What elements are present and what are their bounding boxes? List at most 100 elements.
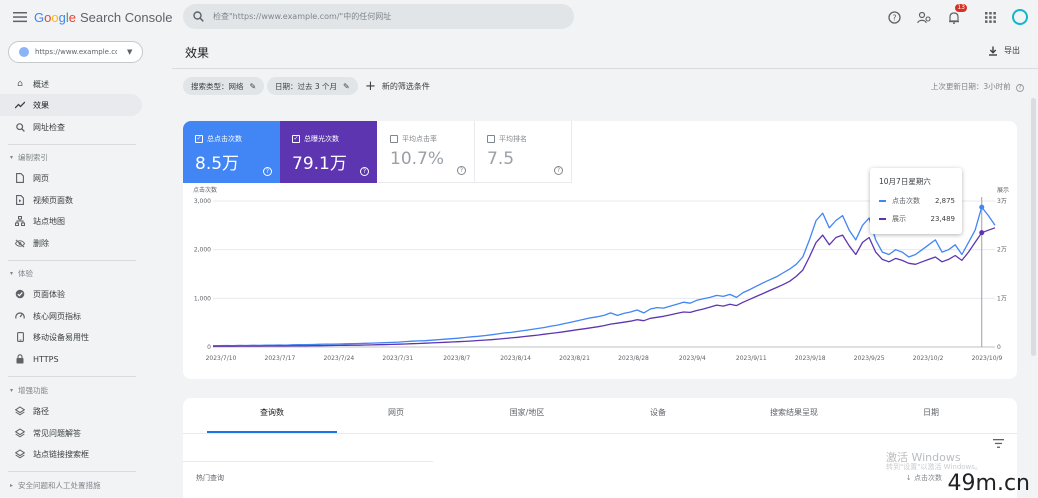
column-header-clicks[interactable]: ↓ 点击次数 xyxy=(906,473,942,483)
sidebar-item-sitelinks-searchbox[interactable]: 站点链接搜索框 xyxy=(0,443,142,465)
x-tick-label: 2023/10/9 xyxy=(972,355,1003,362)
scrollbar-thumb[interactable] xyxy=(1031,98,1036,356)
metric-average-ctr[interactable]: 平均点击率 10.7% ? xyxy=(378,121,475,183)
last-updated-text: 上次更新日期：3小时前 xyxy=(930,82,1011,91)
sidebar-item-faq[interactable]: 常见问题解答 xyxy=(0,422,142,444)
add-filter-button[interactable]: + 新的筛选条件 xyxy=(365,77,430,95)
x-tick-label: 2023/8/14 xyxy=(500,355,531,362)
metric-label: 平均点击率 xyxy=(402,135,437,143)
tab-devices[interactable]: 设备 xyxy=(650,408,666,417)
layers-icon xyxy=(15,428,25,438)
metric-value: 7.5 xyxy=(487,149,515,169)
sidebar-item-core-web-vitals[interactable]: 核心网页指标 xyxy=(0,305,142,327)
sidebar-item-video-pages[interactable]: 视频页面数 xyxy=(0,189,142,211)
checkbox-unchecked-icon[interactable] xyxy=(487,135,495,143)
sidebar-item-https[interactable]: HTTPS xyxy=(0,348,142,370)
account-avatar[interactable] xyxy=(1012,9,1028,25)
sidebar-item-mobile-usability[interactable]: 移动设备易用性 xyxy=(0,326,142,348)
tab-dates[interactable]: 日期 xyxy=(923,408,939,417)
x-tick-label: 2023/9/11 xyxy=(736,355,767,362)
tooltip-title: 10月7日星期六 xyxy=(879,177,931,186)
windows-activation-subtext: 转到"设置"以激活 Windows。 xyxy=(886,463,982,471)
checkbox-checked-icon[interactable]: ✓ xyxy=(195,135,203,143)
help-icon[interactable]: ? xyxy=(263,167,272,176)
filter-chip-search-type[interactable]: 搜索类型：网络 ✎ xyxy=(183,77,265,95)
tab-countries[interactable]: 国家/地区 xyxy=(509,408,545,417)
section-index-header[interactable]: ▾ 编制索引 xyxy=(10,152,48,163)
y-tick-label-left: 2,000 xyxy=(194,247,211,254)
property-selector[interactable]: https://www.example.com/ ▼ xyxy=(8,41,143,63)
sidebar-item-sitemaps[interactable]: 站点地图 xyxy=(0,210,142,232)
sidebar-item-label: 移动设备易用性 xyxy=(33,332,89,342)
sidebar-item-removals[interactable]: 删除 xyxy=(0,232,142,254)
section-label: 增强功能 xyxy=(18,386,49,395)
help-icon[interactable]: ? xyxy=(886,9,902,25)
metric-average-position[interactable]: 平均排名 7.5 ? xyxy=(475,121,572,183)
dimension-tabs-card: 查询数 网页 国家/地区 设备 搜索结果呈现 日期 热门查询 ↓ 点击次数 xyxy=(183,398,1017,498)
search-input[interactable]: 检查"https://www.example.com/"中的任何网址 xyxy=(183,4,574,29)
help-icon[interactable]: ? xyxy=(554,166,563,175)
sidebar-item-pages[interactable]: 网页 xyxy=(0,167,142,189)
help-icon[interactable]: ? xyxy=(1016,84,1024,92)
metric-total-clicks[interactable]: ✓ 总点击次数 8.5万 ? xyxy=(183,121,280,183)
page-scrollbar[interactable] xyxy=(1030,34,1038,498)
x-tick-label: 2023/8/28 xyxy=(618,355,649,362)
export-button[interactable]: 导出 xyxy=(988,45,1020,56)
main-content: 效果 导出 搜索类型：网络 ✎ 日期：过去 3 个月 ✎ + 新的筛选条件 上次… xyxy=(150,34,1038,498)
sidebar-item-label: 概述 xyxy=(33,79,49,89)
metric-label: 总点击次数 xyxy=(207,135,242,143)
apps-grid-icon[interactable] xyxy=(982,9,998,25)
windows-activation-watermark: 激活 Windows xyxy=(886,451,961,464)
sidebar-item-overview[interactable]: ⌂ 概述 xyxy=(0,73,142,95)
manage-users-icon[interactable] xyxy=(916,9,932,25)
metric-total-impressions[interactable]: ✓ 总曝光次数 79.1万 ? xyxy=(280,121,377,183)
logo-google: Google xyxy=(34,10,76,25)
filter-chip-date[interactable]: 日期：过去 3 个月 ✎ xyxy=(267,77,358,95)
tab-search-appearance[interactable]: 搜索结果呈现 xyxy=(770,408,818,417)
tooltip-series-value: 23,489 xyxy=(930,215,956,223)
export-label: 导出 xyxy=(1004,46,1020,55)
y-tick-label-right: 3万 xyxy=(997,198,1007,205)
y-tick-label-left: 1,000 xyxy=(194,295,211,302)
trending-icon xyxy=(15,100,25,110)
legend-swatch xyxy=(879,218,886,220)
help-icon[interactable]: ? xyxy=(360,167,369,176)
section-enhancements-header[interactable]: ▾ 增强功能 xyxy=(10,385,48,396)
section-label: 编制索引 xyxy=(18,153,49,162)
sidebar-item-performance[interactable]: 效果 xyxy=(0,94,142,116)
column-header-top-queries[interactable]: 热门查询 xyxy=(196,474,224,482)
section-security-header[interactable]: ▸ 安全问题和人工处置措施 xyxy=(10,480,101,491)
sidebar-item-label: 站点链接搜索框 xyxy=(33,449,89,459)
caret-down-icon: ▼ xyxy=(127,48,133,56)
tooltip-series-name: 展示 xyxy=(892,215,906,223)
x-tick-label: 2023/7/17 xyxy=(265,355,296,362)
tab-queries[interactable]: 查询数 xyxy=(260,408,284,417)
caret-down-icon: ▾ xyxy=(10,154,14,161)
sidebar-item-url-inspection[interactable]: 网址检查 xyxy=(0,116,142,138)
right-axis-title: 展示 xyxy=(997,187,1009,194)
logo-letter: G xyxy=(34,9,45,25)
checkbox-unchecked-icon[interactable] xyxy=(390,135,398,143)
home-icon: ⌂ xyxy=(17,79,23,89)
tooltip-series-name: 点击次数 xyxy=(892,197,920,205)
checkbox-checked-icon[interactable]: ✓ xyxy=(292,135,300,143)
sidebar-divider xyxy=(8,260,136,261)
section-experience-header[interactable]: ▾ 体验 xyxy=(10,268,33,279)
app-logo[interactable]: Google Search Console xyxy=(34,10,172,25)
sidebar-item-label: 删除 xyxy=(33,238,49,248)
sidebar-item-label: 路径 xyxy=(33,406,49,416)
sidebar-item-breadcrumbs[interactable]: 路径 xyxy=(0,400,142,422)
filter-list-icon[interactable] xyxy=(993,439,1004,450)
sidebar-item-page-experience[interactable]: 页面体验 xyxy=(0,283,142,305)
sidebar-item-label: 网页 xyxy=(33,173,49,183)
edit-icon: ✎ xyxy=(249,81,257,91)
help-icon[interactable]: ? xyxy=(457,166,466,175)
notifications-icon[interactable]: 13 xyxy=(946,4,967,25)
sidebar-item-label: 视频页面数 xyxy=(33,195,73,205)
sidebar-item-label: 站点地图 xyxy=(33,216,65,226)
tab-pages[interactable]: 网页 xyxy=(388,408,404,417)
y-tick-label-left: 0 xyxy=(207,344,211,351)
menu-icon[interactable] xyxy=(11,8,29,26)
svg-text:?: ? xyxy=(892,13,896,22)
